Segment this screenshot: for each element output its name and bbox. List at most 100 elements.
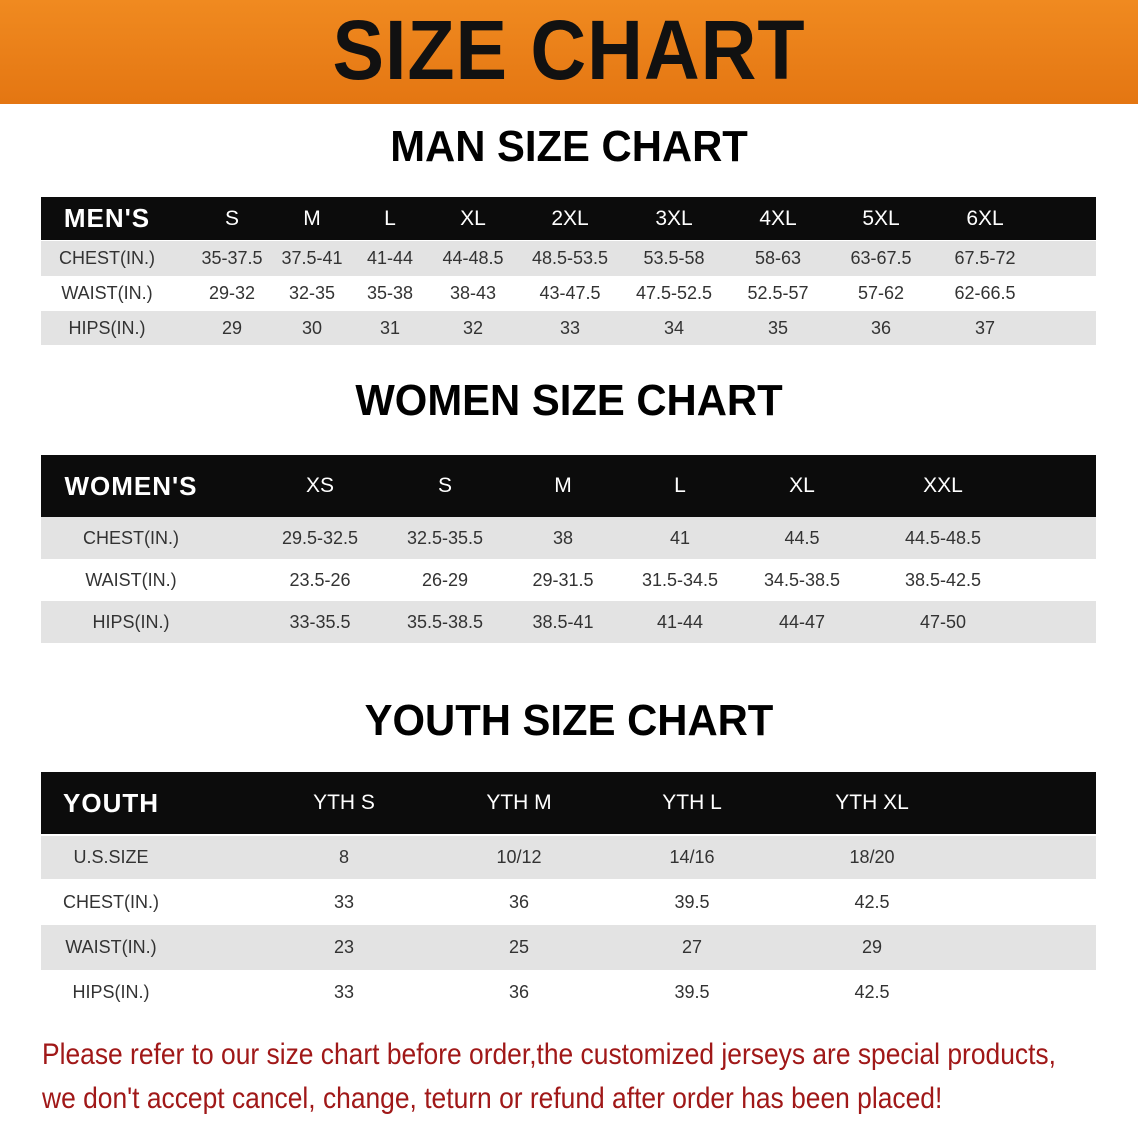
order-notice-line-2: we don't accept cancel, change, teturn o… — [42, 1082, 943, 1115]
size-column-header: 5XL — [862, 206, 900, 230]
table-row: CHEST(IN.) 33 36 39.5 42.5 — [41, 879, 1096, 925]
table-cell: 29-31.5 — [532, 569, 594, 590]
table-cell: 18/20 — [849, 847, 895, 867]
table-cell: 33 — [333, 982, 355, 1002]
table-cell: 38.5-42.5 — [904, 569, 982, 590]
size-column-header: L — [384, 206, 396, 230]
table-cell: 58-63 — [754, 248, 802, 268]
table-cell: 35.5-38.5 — [406, 611, 484, 632]
size-column-header: XXL — [923, 474, 963, 497]
size-column-header: 3XL — [655, 206, 693, 230]
table-cell: 27 — [681, 937, 703, 957]
men-section-title: MAN SIZE CHART — [390, 122, 748, 171]
size-column-header: XS — [305, 474, 335, 497]
table-cell: 33 — [559, 317, 581, 338]
row-label: HIPS(IN.) — [72, 982, 150, 1002]
table-cell: 38.5-41 — [532, 611, 594, 632]
table-cell: 35 — [767, 317, 789, 338]
table-cell: 35-38 — [366, 283, 414, 303]
size-column-header: 4XL — [759, 206, 797, 230]
table-cell: 38 — [552, 527, 574, 548]
row-label: WAIST(IN.) — [61, 283, 153, 303]
table-row: HIPS(IN.) 33 36 39.5 42.5 — [41, 970, 1096, 1015]
table-cell: 42.5 — [854, 982, 890, 1002]
table-cell: 41-44 — [366, 248, 414, 268]
size-column-header: L — [674, 474, 686, 497]
size-column-header: 2XL — [551, 206, 589, 230]
row-label: WAIST(IN.) — [65, 937, 157, 957]
page-title: SIZE CHART — [332, 3, 806, 97]
table-cell: 32.5-35.5 — [406, 527, 484, 548]
size-column-header: 6XL — [966, 206, 1004, 230]
table-cell: 63-67.5 — [850, 248, 912, 268]
table-row: CHEST(IN.) 29.5-32.5 32.5-35.5 38 41 44.5 44.5… — [41, 517, 1096, 559]
table-cell: 35-37.5 — [201, 248, 263, 268]
table-row: HIPS(IN.) 29 30 31 32 33 34 35 36 37 — [41, 311, 1096, 345]
table-header-row: WOMEN'S XS S M L XL XXL — [41, 455, 1096, 517]
table-row: WAIST(IN.) 29-32 32-35 35-38 38-43 43-47.5 47.… — [41, 276, 1096, 311]
table-cell: 44.5 — [784, 527, 820, 548]
size-column-header: S — [437, 474, 453, 497]
table-row: HIPS(IN.) 33-35.5 35.5-38.5 38.5-41 41-44 44-… — [41, 601, 1096, 643]
size-column-header: YTH M — [486, 791, 552, 814]
row-label: CHEST(IN.) — [63, 891, 159, 912]
table-cell: 29 — [861, 937, 883, 957]
table-cell: 29.5-32.5 — [281, 527, 359, 548]
table-cell: 32-35 — [288, 283, 336, 303]
table-cell: 29-32 — [208, 283, 256, 303]
table-cell: 38-43 — [449, 283, 497, 303]
table-row: WAIST(IN.) 23 25 27 29 — [41, 925, 1096, 970]
table-cell: 62-66.5 — [954, 283, 1016, 303]
size-column-header: M — [303, 206, 321, 230]
table-cell: 36 — [870, 317, 892, 338]
order-notice-line-1: Please refer to our size chart before or… — [42, 1038, 1056, 1071]
table-cell: 47-50 — [919, 611, 967, 632]
table-cell: 39.5 — [674, 982, 710, 1002]
table-cell: 37 — [974, 317, 996, 338]
row-label: U.S.SIZE — [73, 847, 149, 867]
table-cell: 44-48.5 — [442, 248, 504, 268]
table-cell: 26-29 — [421, 569, 469, 590]
size-column-header: S — [224, 206, 240, 230]
size-column-header: XL — [460, 206, 486, 230]
size-column-header: YTH S — [313, 791, 375, 814]
size-column-header: YTH L — [662, 791, 722, 814]
table-cell: 44-47 — [778, 611, 826, 632]
table-label-header: MEN'S — [63, 203, 151, 233]
table-cell: 39.5 — [674, 891, 710, 912]
row-label: WAIST(IN.) — [85, 569, 177, 590]
size-column-header: YTH XL — [835, 791, 909, 814]
table-row: CHEST(IN.) 35-37.5 37.5-41 41-44 44-48.5 48.5… — [41, 241, 1096, 276]
table-cell: 47.5-52.5 — [635, 283, 713, 303]
table-cell: 32 — [462, 317, 484, 338]
table-cell: 10/12 — [496, 847, 542, 867]
table-cell: 23 — [333, 937, 355, 957]
table-cell: 52.5-57 — [747, 283, 809, 303]
table-cell: 29 — [221, 317, 243, 338]
table-cell: 34 — [663, 317, 685, 338]
table-cell: 44.5-48.5 — [904, 527, 982, 548]
table-cell: 30 — [301, 317, 323, 338]
table-cell: 34.5-38.5 — [763, 569, 841, 590]
row-label: HIPS(IN.) — [92, 611, 170, 632]
table-cell: 57-62 — [857, 283, 905, 303]
table-cell: 42.5 — [854, 891, 890, 912]
table-cell: 31.5-34.5 — [641, 569, 719, 590]
table-label-header: WOMEN'S — [64, 470, 198, 501]
women-section-title: WOMEN SIZE CHART — [355, 376, 783, 425]
table-cell: 41 — [669, 527, 691, 548]
table-cell: 14/16 — [669, 847, 715, 867]
table-cell: 23.5-26 — [289, 569, 351, 590]
row-label: CHEST(IN.) — [83, 527, 179, 548]
table-header-row: YOUTH YTH S YTH M YTH L YTH XL — [41, 772, 1096, 834]
table-row: U.S.SIZE 8 10/12 14/16 18/20 — [41, 836, 1096, 879]
table-cell: 25 — [508, 937, 530, 957]
table-cell: 33 — [333, 891, 355, 912]
size-column-header: M — [554, 474, 572, 497]
size-column-header: XL — [789, 474, 815, 497]
table-cell: 53.5-58 — [643, 248, 705, 268]
table-cell: 31 — [379, 317, 401, 338]
table-header-row: MEN'S S M L XL 2XL 3XL 4XL 5XL 6XL — [41, 197, 1096, 240]
row-label: CHEST(IN.) — [59, 248, 155, 268]
size-chart-banner: SIZE CHART — [0, 0, 1138, 104]
